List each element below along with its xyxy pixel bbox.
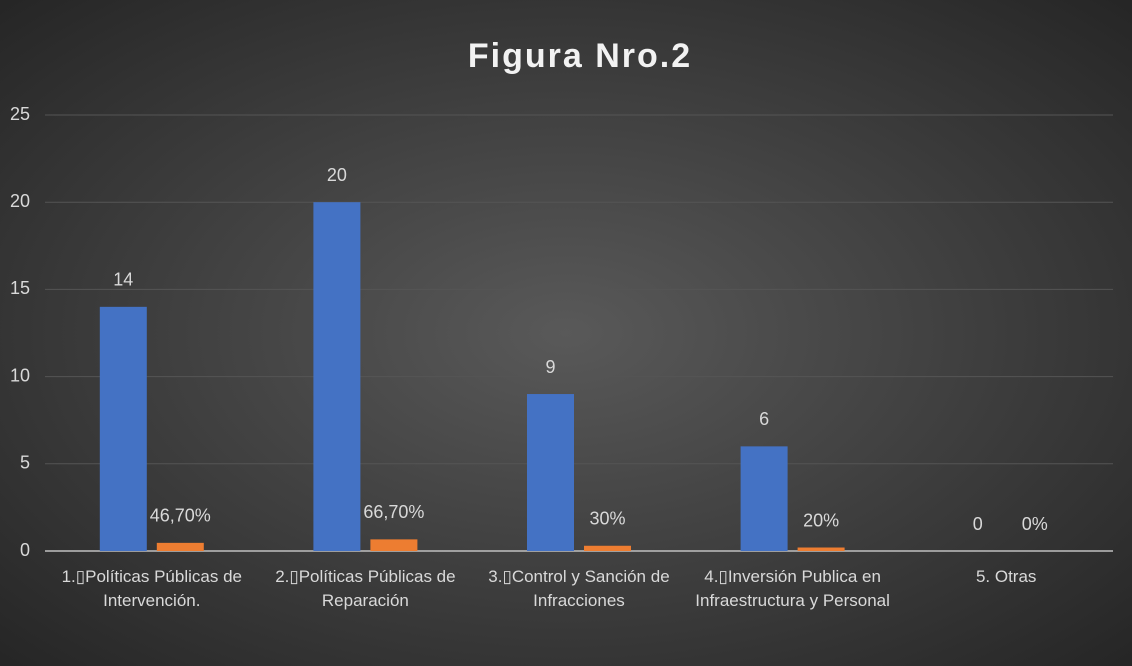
data-label: 0 (973, 514, 983, 534)
x-tick-label: 5. Otras (975, 567, 1037, 586)
y-tick-label: 0 (20, 540, 30, 560)
data-label: 30% (589, 509, 625, 529)
bar (156, 542, 204, 551)
data-label: 14 (113, 270, 133, 290)
data-label: 20 (327, 165, 347, 185)
bar (99, 306, 147, 551)
x-tick-label-box: 1.▯Políticas Públicas de Intervención. (61, 567, 242, 610)
bar (740, 446, 788, 551)
bar (584, 545, 631, 551)
y-tick-label: 5 (20, 453, 30, 473)
chart-title: Figura Nro.2 (468, 37, 692, 75)
x-tick-label: 3.▯Control y Sanción de Infracciones (488, 567, 670, 610)
bar (797, 547, 845, 551)
x-tick-label: 1.▯Políticas Públicas de Intervención. (61, 567, 242, 610)
data-label: 46,70% (150, 506, 211, 526)
y-tick-label: 10 (10, 365, 30, 385)
x-tick-label-box: 4.▯Inversión Publica en Infraestructura … (695, 567, 890, 610)
x-tick-label: 2.▯Políticas Públicas de Reparación (275, 567, 456, 610)
data-label: 0% (1022, 514, 1048, 534)
bar (370, 539, 418, 551)
y-tick-label: 15 (10, 278, 30, 298)
x-tick-label-box: 3.▯Control y Sanción de Infracciones (488, 567, 670, 610)
bar (527, 394, 574, 551)
bar (313, 202, 361, 551)
data-label: 20% (803, 510, 839, 530)
y-tick-label: 25 (10, 104, 30, 124)
x-tick-label-box: 2.▯Políticas Públicas de Reparación (275, 567, 456, 610)
data-label: 6 (759, 409, 769, 429)
data-label: 66,70% (363, 502, 424, 522)
data-label: 9 (545, 357, 555, 377)
x-tick-label: 4.▯Inversión Publica en Infraestructura … (695, 567, 890, 610)
x-tick-label-box: 5. Otras (975, 567, 1037, 586)
y-tick-label: 20 (10, 191, 30, 211)
